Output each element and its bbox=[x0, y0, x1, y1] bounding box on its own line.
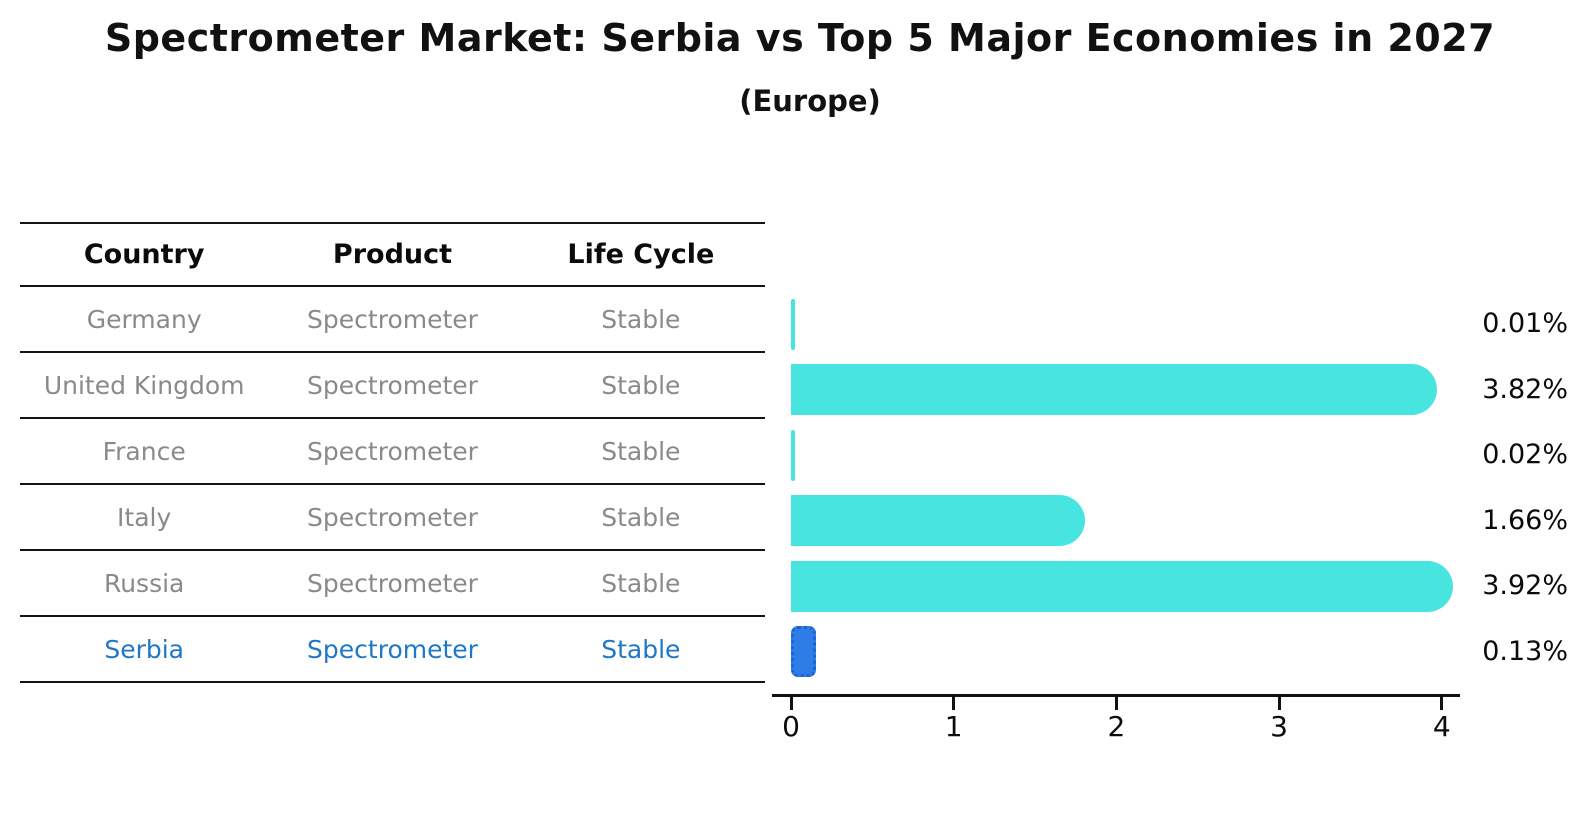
bar-france bbox=[791, 429, 795, 481]
cell-life-cycle: Stable bbox=[601, 568, 681, 598]
cell-product: Spectrometer bbox=[307, 370, 478, 400]
column-header-country: Country bbox=[83, 239, 205, 270]
cell-life-cycle: Stable bbox=[601, 502, 681, 532]
bar-united-kingdom bbox=[791, 364, 1437, 415]
bar-value-label: 1.66% bbox=[1482, 504, 1568, 536]
cell-product: Spectrometer bbox=[307, 568, 478, 598]
bar-value-label: 0.01% bbox=[1482, 308, 1568, 339]
cell-country: Italy bbox=[117, 502, 172, 532]
cell-country: Serbia bbox=[104, 634, 184, 664]
table-header-row: Country Product Life Cycle bbox=[20, 224, 765, 287]
table-row: Germany Spectrometer Stable bbox=[20, 287, 765, 353]
cell-country: Russia bbox=[103, 568, 185, 598]
x-axis-line bbox=[772, 694, 1460, 697]
table-row: Russia Spectrometer Stable bbox=[20, 551, 765, 617]
bar-russia bbox=[791, 560, 1453, 612]
summary-table: Country Product Life Cycle Germany Spectr… bbox=[20, 222, 765, 683]
x-axis-tick bbox=[952, 697, 956, 710]
table-row: France Spectrometer Stable bbox=[20, 419, 765, 485]
table-row: Serbia Spectrometer Stable bbox=[20, 617, 765, 683]
cell-country: Germany bbox=[86, 304, 202, 334]
x-axis-tick-label: 4 bbox=[1432, 710, 1451, 743]
bar-value-label: 0.02% bbox=[1482, 439, 1568, 470]
chart-title: Spectrometer Market: Serbia vs Top 5 Maj… bbox=[104, 16, 1496, 60]
table-row: Italy Spectrometer Stable bbox=[20, 485, 765, 551]
bar-value-label: 3.82% bbox=[1482, 373, 1568, 405]
bar-value-label: 3.92% bbox=[1482, 570, 1568, 601]
x-axis-tick bbox=[789, 697, 793, 710]
cell-life-cycle: Stable bbox=[601, 436, 681, 466]
bar-value-label: 0.13% bbox=[1482, 635, 1568, 667]
cell-life-cycle: Stable bbox=[601, 370, 681, 400]
x-axis-tick bbox=[1277, 697, 1281, 710]
chart-subtitle: (Europe) bbox=[739, 84, 881, 118]
column-header-product: Product bbox=[332, 239, 453, 270]
cell-product: Spectrometer bbox=[307, 502, 478, 532]
cell-country: France bbox=[102, 436, 186, 466]
cell-life-cycle: Stable bbox=[601, 304, 681, 334]
bar-germany bbox=[791, 298, 795, 350]
cell-product: Spectrometer bbox=[307, 436, 478, 466]
cell-product: Spectrometer bbox=[307, 304, 478, 334]
x-axis-tick bbox=[1440, 697, 1444, 710]
x-axis-tick-label: 3 bbox=[1270, 710, 1288, 743]
x-axis-tick bbox=[1114, 697, 1118, 710]
table-row: United Kingdom Spectrometer Stable bbox=[20, 353, 765, 419]
cell-country: United Kingdom bbox=[43, 370, 245, 400]
column-header-life-cycle: Life Cycle bbox=[567, 239, 715, 270]
x-axis-tick-label: 1 bbox=[944, 710, 963, 743]
x-axis-tick-label: 0 bbox=[782, 710, 800, 743]
x-axis-tick-label: 2 bbox=[1107, 710, 1126, 743]
bar-serbia-highlight bbox=[791, 626, 817, 677]
cell-life-cycle: Stable bbox=[601, 634, 681, 664]
table-body: Germany Spectrometer Stable United Kingdom S… bbox=[20, 287, 765, 683]
cell-product: Spectrometer bbox=[307, 634, 478, 664]
bar-italy bbox=[791, 495, 1086, 546]
